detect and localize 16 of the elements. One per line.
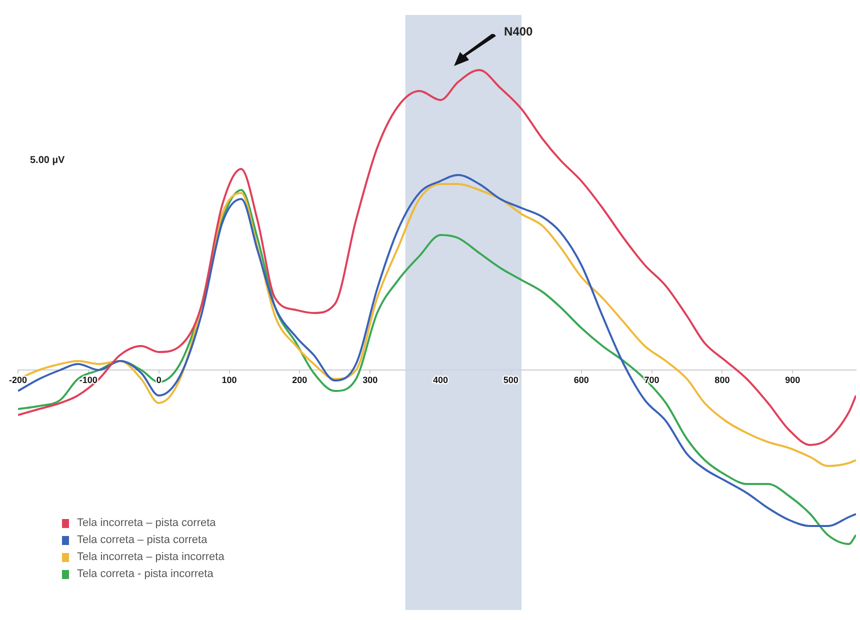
- annotation: 5.00 µV: [30, 154, 66, 166]
- x-tick-label: 400: [433, 374, 448, 385]
- x-tick-label: 900: [785, 374, 800, 385]
- legend-label: Tela correta - pista incorreta: [76, 567, 214, 582]
- x-tick-label: 100: [222, 374, 237, 385]
- text: N400: [504, 24, 534, 38]
- legend-label: Tela incorreta – pista incorreta: [76, 550, 224, 565]
- x-tick-label: 200: [292, 374, 308, 385]
- legend-label: Tela incorreta – pista correta: [76, 516, 217, 531]
- x-tick-label: -200: [8, 374, 28, 385]
- x-tick-label: 300: [362, 374, 378, 385]
- x-tick-label: 800: [714, 374, 730, 385]
- legend-label: Tela correta – pista correta: [76, 533, 208, 548]
- x-tick-label: 600: [574, 374, 589, 385]
- x-tick-label: 500: [503, 374, 518, 385]
- x-tick-label: -100: [79, 374, 98, 385]
